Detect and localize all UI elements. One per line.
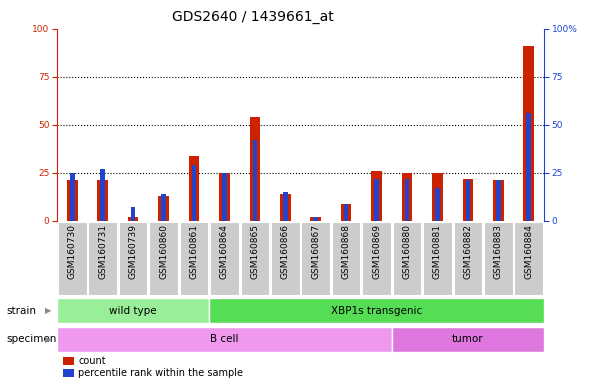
Text: GSM160884: GSM160884 <box>524 224 533 279</box>
FancyBboxPatch shape <box>88 222 117 295</box>
Bar <box>222 173 227 221</box>
Text: GSM160731: GSM160731 <box>98 224 107 279</box>
Text: GSM160861: GSM160861 <box>189 224 198 279</box>
FancyBboxPatch shape <box>119 222 147 295</box>
FancyBboxPatch shape <box>58 222 87 295</box>
Text: GSM160883: GSM160883 <box>494 224 503 279</box>
FancyBboxPatch shape <box>57 298 209 323</box>
FancyBboxPatch shape <box>149 222 178 295</box>
Bar <box>435 188 440 221</box>
FancyBboxPatch shape <box>392 222 421 295</box>
Bar <box>374 179 379 221</box>
Text: GSM160864: GSM160864 <box>220 224 229 279</box>
Text: GSM160868: GSM160868 <box>341 224 350 279</box>
Bar <box>404 179 409 221</box>
FancyBboxPatch shape <box>454 222 482 295</box>
Text: GSM160882: GSM160882 <box>463 224 472 279</box>
Text: strain: strain <box>6 306 36 316</box>
FancyBboxPatch shape <box>484 222 513 295</box>
Bar <box>463 179 473 221</box>
Bar <box>344 204 349 221</box>
Text: ▶: ▶ <box>45 335 52 344</box>
Text: percentile rank within the sample: percentile rank within the sample <box>78 368 243 378</box>
Text: GSM160730: GSM160730 <box>68 224 77 279</box>
FancyBboxPatch shape <box>209 298 544 323</box>
FancyBboxPatch shape <box>332 222 361 295</box>
Bar <box>432 173 443 221</box>
FancyBboxPatch shape <box>180 222 209 295</box>
Bar <box>341 204 352 221</box>
Bar <box>401 173 412 221</box>
Text: ▶: ▶ <box>45 306 52 315</box>
Text: count: count <box>78 356 106 366</box>
Bar <box>67 180 78 221</box>
Text: specimen: specimen <box>6 334 56 344</box>
Text: GSM160739: GSM160739 <box>129 224 138 279</box>
Text: GSM160881: GSM160881 <box>433 224 442 279</box>
Text: tumor: tumor <box>452 334 484 344</box>
Bar <box>97 180 108 221</box>
Bar <box>466 180 470 221</box>
Bar <box>283 192 287 221</box>
Bar <box>371 171 382 221</box>
Bar <box>523 46 534 221</box>
FancyBboxPatch shape <box>271 222 299 295</box>
FancyBboxPatch shape <box>302 222 330 295</box>
Bar <box>493 180 504 221</box>
FancyBboxPatch shape <box>240 222 269 295</box>
Bar <box>70 173 75 221</box>
FancyBboxPatch shape <box>514 222 543 295</box>
FancyBboxPatch shape <box>57 327 392 352</box>
Text: GSM160865: GSM160865 <box>251 224 260 279</box>
FancyBboxPatch shape <box>423 222 452 295</box>
Bar <box>310 217 321 221</box>
Bar <box>496 180 501 221</box>
Bar <box>192 165 197 221</box>
Bar <box>100 169 105 221</box>
Bar <box>161 194 166 221</box>
Text: GSM160860: GSM160860 <box>159 224 168 279</box>
Bar <box>249 117 260 221</box>
Bar <box>526 113 531 221</box>
Bar <box>131 207 135 221</box>
Bar <box>252 140 257 221</box>
Bar <box>128 217 138 221</box>
Bar <box>314 217 318 221</box>
Text: GSM160880: GSM160880 <box>403 224 412 279</box>
FancyBboxPatch shape <box>210 222 239 295</box>
FancyBboxPatch shape <box>362 222 391 295</box>
Text: GDS2640 / 1439661_at: GDS2640 / 1439661_at <box>171 10 334 23</box>
Text: wild type: wild type <box>109 306 157 316</box>
Text: GSM160869: GSM160869 <box>372 224 381 279</box>
Text: GSM160866: GSM160866 <box>281 224 290 279</box>
FancyBboxPatch shape <box>392 327 544 352</box>
Bar <box>280 194 291 221</box>
Text: B cell: B cell <box>210 334 239 344</box>
Bar <box>219 173 230 221</box>
Text: GSM160867: GSM160867 <box>311 224 320 279</box>
Bar <box>158 196 169 221</box>
Bar <box>189 156 200 221</box>
Text: XBP1s transgenic: XBP1s transgenic <box>331 306 422 316</box>
